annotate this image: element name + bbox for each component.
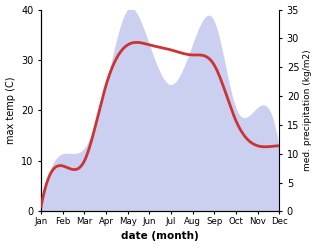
- Y-axis label: med. precipitation (kg/m2): med. precipitation (kg/m2): [303, 50, 313, 171]
- Y-axis label: max temp (C): max temp (C): [5, 77, 16, 144]
- X-axis label: date (month): date (month): [121, 231, 199, 242]
